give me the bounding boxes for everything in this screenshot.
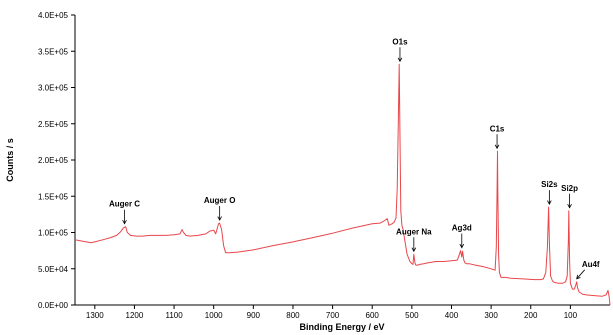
x-tick-label: 1000 — [205, 311, 223, 320]
x-tick-label: 400 — [445, 311, 459, 320]
annotation-label: Auger Na — [396, 227, 432, 236]
annotation-label: O1s — [392, 37, 408, 46]
annotation-label: Auger C — [109, 200, 140, 209]
annotation-label: Si2p — [561, 184, 578, 193]
y-axis-title: Counts / s — [5, 138, 15, 182]
y-tick-label: 3.5E+05 — [38, 47, 69, 56]
x-tick-label: 600 — [366, 311, 380, 320]
annotation-label: Auger O — [204, 196, 236, 205]
y-tick-label: 1.5E+05 — [38, 192, 69, 201]
annotation-label: Ag3d — [452, 224, 472, 233]
x-tick-label: 300 — [484, 311, 498, 320]
annotation-label: Au4f — [582, 260, 600, 269]
y-tick-label: 3.0E+05 — [38, 84, 69, 93]
y-tick-label: 4.0E+05 — [38, 11, 69, 20]
y-axis-ticks: 0.0E+00 5.0E+04 1.0E+05 1.5E+05 2.0E+05 2.5E+… — [38, 11, 75, 310]
annotation-arrow — [577, 270, 585, 279]
x-tick-label: 700 — [326, 311, 340, 320]
x-tick-label: 1100 — [165, 311, 183, 320]
y-tick-label: 2.5E+05 — [38, 120, 69, 129]
y-tick-label: 5.0E+04 — [38, 265, 69, 274]
x-axis-title: Binding Energy / eV — [299, 322, 384, 332]
x-tick-label: 900 — [247, 311, 261, 320]
annotation-label: Si2s — [541, 180, 558, 189]
x-tick-label: 500 — [405, 311, 419, 320]
series-line — [75, 64, 610, 305]
plot-frame — [75, 15, 610, 305]
x-tick-label: 1300 — [86, 311, 104, 320]
x-tick-label: 1200 — [126, 311, 144, 320]
x-tick-label: 200 — [524, 311, 538, 320]
x-tick-label: 800 — [286, 311, 300, 320]
y-tick-label: 0.0E+00 — [38, 301, 69, 310]
annotation-label: C1s — [490, 124, 505, 133]
peak-annotations: O1s C1s Auger C Auger O Auger Na Ag3d Si2s Si2p… — [109, 37, 600, 278]
x-axis-ticks: 1300 1200 1100 1000 900 800 700 600 500 400 300 200… — [86, 305, 578, 320]
x-tick-label: 100 — [564, 311, 578, 320]
y-tick-label: 2.0E+05 — [38, 156, 69, 165]
y-tick-label: 1.0E+05 — [38, 229, 69, 238]
